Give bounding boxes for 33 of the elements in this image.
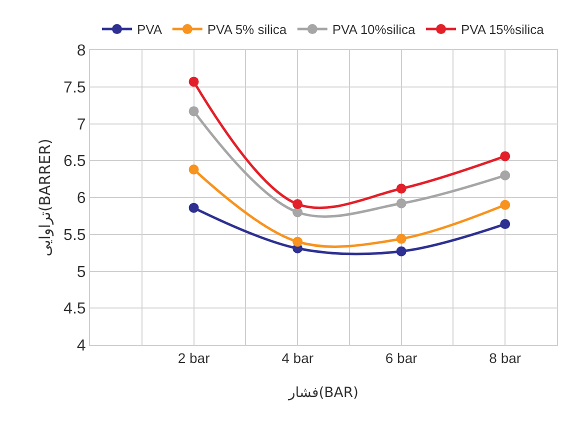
x-tick-label: 8 bar: [489, 350, 522, 366]
point: [396, 246, 406, 256]
point: [500, 151, 510, 162]
y-tick-label: 8: [76, 42, 86, 60]
point: [188, 202, 199, 213]
x-tick-label: 6 bar: [385, 350, 418, 366]
y-tick-label: 6.5: [64, 153, 86, 170]
point: [188, 164, 199, 174]
y-tick-label: 7: [76, 116, 86, 134]
y-tick-label: 5.5: [64, 226, 86, 244]
point: [188, 76, 199, 87]
x-axis-title: فشار(BAR): [287, 385, 359, 401]
x-tick-label: 2 bar: [178, 350, 210, 366]
point: [188, 106, 199, 116]
y-tick-label: 7.5: [64, 79, 86, 96]
y-tick-label: 4: [76, 338, 86, 355]
point: [292, 236, 303, 247]
legend-label: PVA 5% silica: [207, 22, 288, 38]
legend-label: PVA: [137, 22, 162, 38]
y-tick-label: 5: [76, 264, 86, 281]
point: [500, 219, 510, 230]
point: [500, 170, 510, 180]
x-tick-label: 4 bar: [282, 350, 314, 366]
legend-label: PVA 15%silica: [461, 22, 545, 38]
point: [396, 198, 406, 208]
y-axis-title: تراوایی(BARRER): [36, 138, 54, 256]
point: [396, 184, 406, 194]
y-tick-label: 6: [76, 190, 86, 208]
point: [396, 234, 406, 244]
point: [500, 200, 510, 210]
legend-label: PVA 10%silica: [332, 22, 416, 38]
y-tick-label: 4.5: [64, 300, 86, 318]
point: [292, 199, 303, 210]
